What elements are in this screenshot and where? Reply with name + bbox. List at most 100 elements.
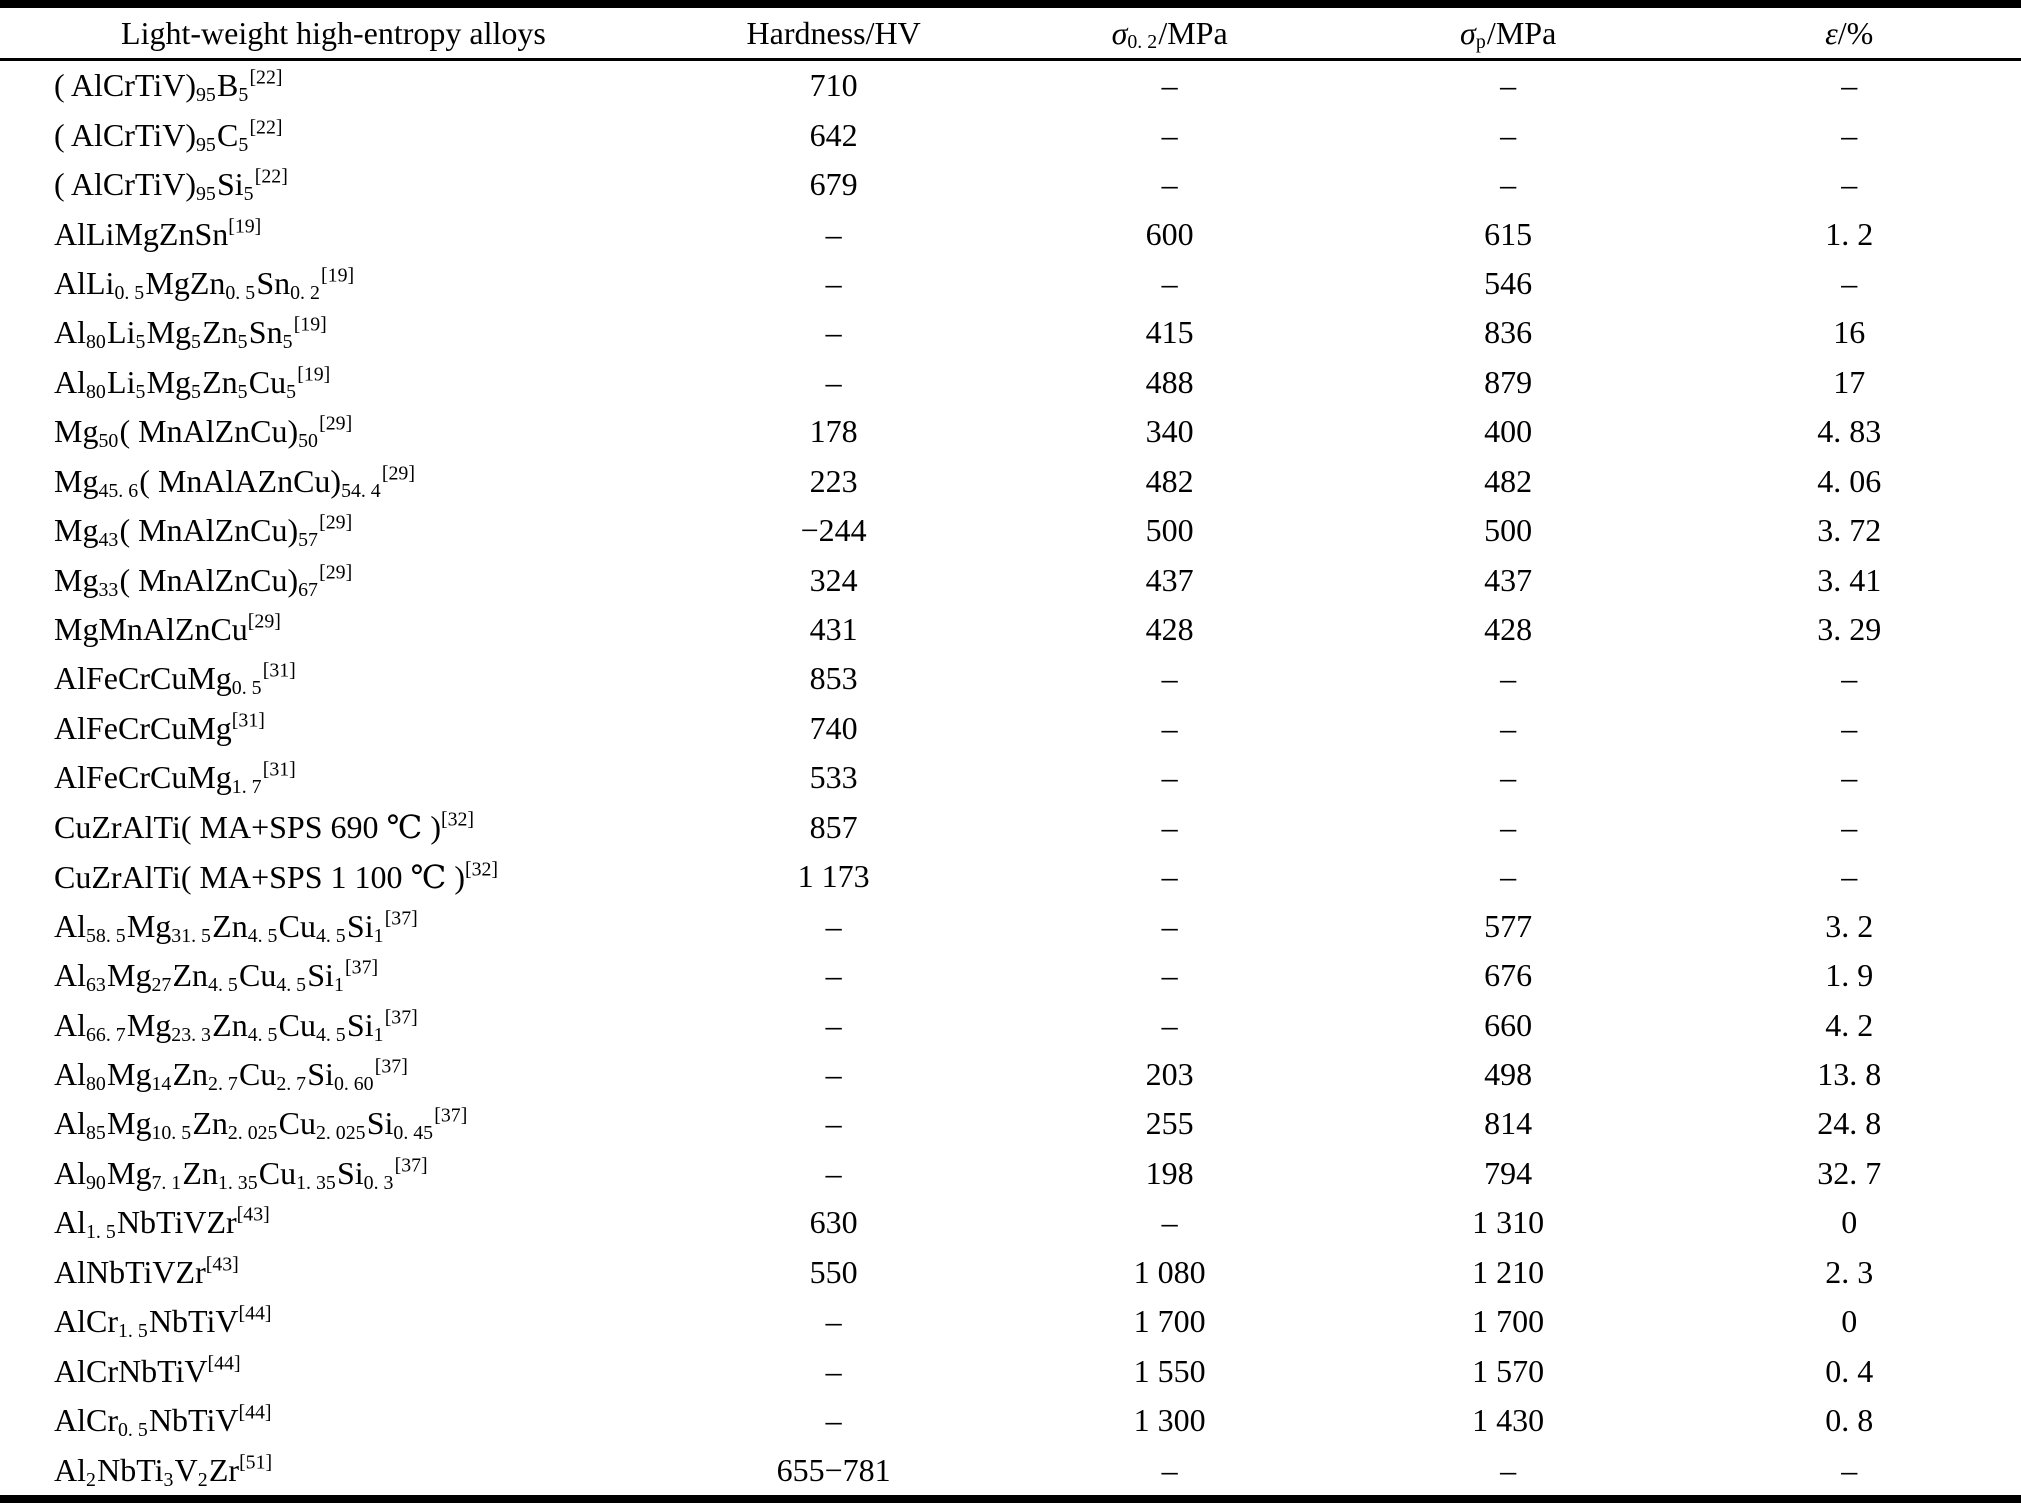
- sigmap-value: 498: [1484, 1055, 1533, 1092]
- table-row: CuZrAlTi( MA+SPS 1 100 ℃ )[32] 1 173 – –…: [0, 852, 2021, 901]
- sigmap-value: 546: [1484, 264, 1533, 301]
- sigma02-value: –: [1161, 166, 1178, 203]
- epsilon-value: –: [1841, 858, 1858, 895]
- table-body: ( AlCrTiV)95B5[22] 710 – – – ( AlCrTiV)9…: [0, 60, 2021, 1496]
- sigmap-value: 676: [1484, 957, 1533, 994]
- sigma02-value: 500: [1145, 512, 1194, 549]
- alloy-name: ( AlCrTiV)95C5[22]: [54, 116, 283, 156]
- sigma02-value: –: [1161, 709, 1178, 746]
- column-header-alloys: Light-weight high-entropy alloys: [0, 8, 667, 61]
- alloy-name: Mg33( MnAlZnCu)67[29]: [54, 561, 353, 601]
- sigmap-value: –: [1500, 116, 1517, 153]
- epsilon-value: 3. 29: [1817, 611, 1882, 648]
- sigmap-value: 437: [1484, 561, 1533, 598]
- alloy-name: AlCrNbTiV[44]: [54, 1352, 241, 1389]
- table-row: Al63Mg27Zn4. 5Cu4. 5Si1[37] – – 676 1. 9: [0, 951, 2021, 1000]
- sigmap-value: –: [1500, 759, 1517, 796]
- sigmap-value: –: [1500, 166, 1517, 203]
- epsilon-value: –: [1841, 67, 1858, 104]
- epsilon-value: 0. 4: [1825, 1352, 1874, 1389]
- table-row: Mg33( MnAlZnCu)67[29] 324 437 437 3. 41: [0, 555, 2021, 604]
- epsilon-value: 17: [1833, 363, 1866, 400]
- epsilon-value: 3. 41: [1817, 561, 1882, 598]
- alloy-name: Mg50( MnAlZnCu)50[29]: [54, 413, 353, 453]
- hardness-value: −244: [800, 512, 867, 549]
- epsilon-value: –: [1841, 759, 1858, 796]
- epsilon-value: –: [1841, 709, 1858, 746]
- sigma02-value: 198: [1145, 1154, 1194, 1191]
- table-row: Mg50( MnAlZnCu)50[29] 178 340 400 4. 83: [0, 407, 2021, 456]
- epsilon-value: 1. 2: [1825, 215, 1874, 252]
- alloy-name: MgMnAlZnCu[29]: [54, 610, 281, 648]
- epsilon-value: 13. 8: [1817, 1055, 1882, 1092]
- alloy-name: ( AlCrTiV)95Si5[22]: [54, 165, 288, 206]
- alloy-name: AlLi0. 5MgZn0. 5Sn0. 2[19]: [54, 264, 355, 304]
- sigmap-value: 615: [1484, 215, 1533, 252]
- table-row: ( AlCrTiV)95Si5[22] 679 – – –: [0, 160, 2021, 209]
- sigmap-value: –: [1500, 808, 1517, 845]
- hardness-value: –: [825, 1055, 842, 1092]
- sigma02-value: 255: [1145, 1105, 1194, 1142]
- alloy-name: Al80Mg14Zn2. 7Cu2. 7Si0. 60[37]: [54, 1055, 408, 1095]
- sigma02-value: 1 700: [1133, 1303, 1206, 1340]
- table-row: AlFeCrCuMg[31] 740 – – –: [0, 704, 2021, 753]
- hardness-value: 431: [809, 611, 858, 648]
- epsilon-value: 4. 06: [1817, 462, 1882, 499]
- table-row: Al1. 5NbTiVZr[43] 630 – 1 310 0: [0, 1198, 2021, 1247]
- sigma02-value: –: [1161, 808, 1178, 845]
- alloy-name: Al90Mg7. 1Zn1. 35Cu1. 35Si0. 3[37]: [54, 1154, 428, 1194]
- table-row: AlCrNbTiV[44] – 1 550 1 570 0. 4: [0, 1346, 2021, 1395]
- hardness-value: 223: [809, 462, 858, 499]
- epsilon-value: –: [1841, 1451, 1858, 1488]
- hardness-value: –: [825, 1154, 842, 1191]
- sigma02-value: 340: [1145, 413, 1194, 450]
- epsilon-value: 0. 8: [1825, 1402, 1874, 1439]
- hardness-value: 679: [809, 166, 858, 203]
- sigma02-value: –: [1161, 116, 1178, 153]
- table-row: AlFeCrCuMg1. 7[31] 533 – – –: [0, 753, 2021, 802]
- epsilon-value: –: [1841, 660, 1858, 697]
- sigmap-value: –: [1500, 1451, 1517, 1488]
- hardness-value: 642: [809, 116, 858, 153]
- sigma02-value: 1 080: [1133, 1253, 1206, 1290]
- sigmap-value: –: [1500, 660, 1517, 697]
- alloy-name: Al58. 5Mg31. 5Zn4. 5Cu4. 5Si1[37]: [54, 907, 418, 947]
- alloy-name: AlLiMgZnSn[19]: [54, 215, 262, 252]
- alloy-name: Mg43( MnAlZnCu)57[29]: [54, 511, 353, 552]
- sigma02-value: 428: [1145, 611, 1194, 648]
- sigmap-value: –: [1500, 709, 1517, 746]
- sigmap-value: 1 210: [1472, 1253, 1545, 1290]
- alloy-name: AlCr0. 5NbTiV[44]: [54, 1401, 272, 1441]
- alloy-name: ( AlCrTiV)95B5[22]: [54, 66, 283, 107]
- alloy-name: Al66. 7Mg23. 3Zn4. 5Cu4. 5Si1[37]: [54, 1006, 418, 1046]
- alloy-name: AlFeCrCuMg[31]: [54, 709, 265, 746]
- sigmap-value: –: [1500, 858, 1517, 895]
- alloy-name: CuZrAlTi( MA+SPS 690 ℃ )[32]: [54, 809, 475, 846]
- sigmap-value: 836: [1484, 314, 1533, 351]
- sigmap-value: 660: [1484, 1006, 1533, 1043]
- table-row: MgMnAlZnCu[29] 431 428 428 3. 29: [0, 605, 2021, 654]
- hardness-value: –: [825, 314, 842, 351]
- sigma02-value: 415: [1145, 314, 1194, 351]
- table-row: Mg43( MnAlZnCu)57[29] −244 500 500 3. 72: [0, 506, 2021, 555]
- sigmap-value: 1 310: [1472, 1204, 1545, 1241]
- table-row: Al85Mg10. 5Zn2. 025Cu2. 025Si0. 45[37] –…: [0, 1099, 2021, 1148]
- hardness-value: 857: [809, 808, 858, 845]
- hardness-value: –: [825, 1105, 842, 1142]
- sigma02-value: –: [1161, 660, 1178, 697]
- alloy-name: Al1. 5NbTiVZr[43]: [54, 1204, 270, 1244]
- table-row: AlNbTiVZr[43] 550 1 080 1 210 2. 3: [0, 1248, 2021, 1297]
- hardness-value: –: [825, 363, 842, 400]
- hardness-value: –: [825, 1352, 842, 1389]
- hardness-value: –: [825, 907, 842, 944]
- sigma02-value: –: [1161, 759, 1178, 796]
- table-row: AlCr1. 5NbTiV[44] – 1 700 1 700 0: [0, 1297, 2021, 1346]
- sigmap-value: 794: [1484, 1154, 1533, 1191]
- alloy-name: Al2NbTi3V2Zr[51]: [54, 1451, 273, 1491]
- epsilon-value: –: [1841, 166, 1858, 203]
- column-header-sigma02: σ0. 2/MPa: [1000, 8, 1339, 61]
- sigmap-value: 814: [1484, 1105, 1533, 1142]
- epsilon-value: 16: [1833, 314, 1866, 351]
- sigma02-value: 437: [1145, 561, 1194, 598]
